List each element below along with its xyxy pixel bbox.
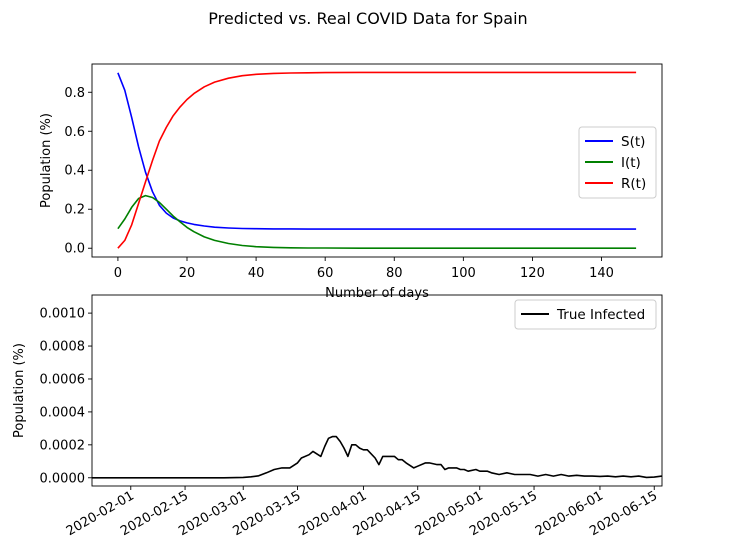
x-tick-label: 60	[317, 266, 334, 281]
y-tick-label: 0.4	[64, 164, 85, 179]
y-tick-label: 0.8	[64, 86, 85, 101]
legend-label: I(t)	[621, 155, 641, 171]
figure-title: Predicted vs. Real COVID Data for Spain	[208, 9, 527, 28]
series-line-true-infected	[92, 435, 662, 479]
series-line-i-t-	[117, 194, 637, 249]
x-tick-label: 100	[451, 266, 476, 281]
top-plot: 0.0 0.2 0.4 0.6 0.8 0 20 40 60 80 100 120 140 Number …	[39, 63, 663, 301]
legend-label: R(t)	[621, 176, 646, 192]
axes-frame	[91, 63, 663, 258]
y-tick-label: 0.0008	[40, 340, 86, 355]
y-tick-label: 0.6	[64, 125, 85, 140]
x-tick-label: 40	[248, 266, 265, 281]
y-tick-label: 0.0	[64, 242, 85, 257]
bottom-plot: 0.00000.00020.00040.00060.00080.00102020…	[12, 294, 663, 539]
y-tick-label: 0.0000	[40, 471, 86, 486]
y-tick-label: 0.0002	[40, 438, 86, 453]
legend: S(t) I(t) R(t)	[578, 126, 657, 199]
legend-label: True Infected	[556, 307, 645, 323]
y-tick-label: 0.0006	[40, 372, 86, 387]
x-tick-label: 140	[589, 266, 614, 281]
series-line-r-t-	[117, 71, 637, 249]
x-tick-label: 120	[520, 266, 545, 281]
x-tick-label: 80	[386, 266, 403, 281]
y-axis-label: Population (%)	[12, 343, 27, 438]
series-group	[117, 71, 637, 249]
series-group	[92, 435, 662, 479]
x-axis-label: Number of days	[325, 286, 429, 301]
x-tick-label: 20	[179, 266, 196, 281]
axes-frame	[91, 294, 663, 487]
series-line-s-t-	[117, 72, 637, 230]
legend-label: S(t)	[621, 134, 645, 150]
y-axis-label: Population (%)	[39, 113, 54, 208]
legend-frame	[578, 126, 657, 199]
legend-frame	[514, 299, 657, 330]
x-tick-label: 0	[114, 266, 122, 281]
y-tick-label: 0.2	[64, 203, 85, 218]
y-tick-label: 0.0010	[40, 307, 86, 322]
y-tick-label: 0.0004	[40, 405, 86, 420]
legend: True Infected	[514, 299, 657, 330]
